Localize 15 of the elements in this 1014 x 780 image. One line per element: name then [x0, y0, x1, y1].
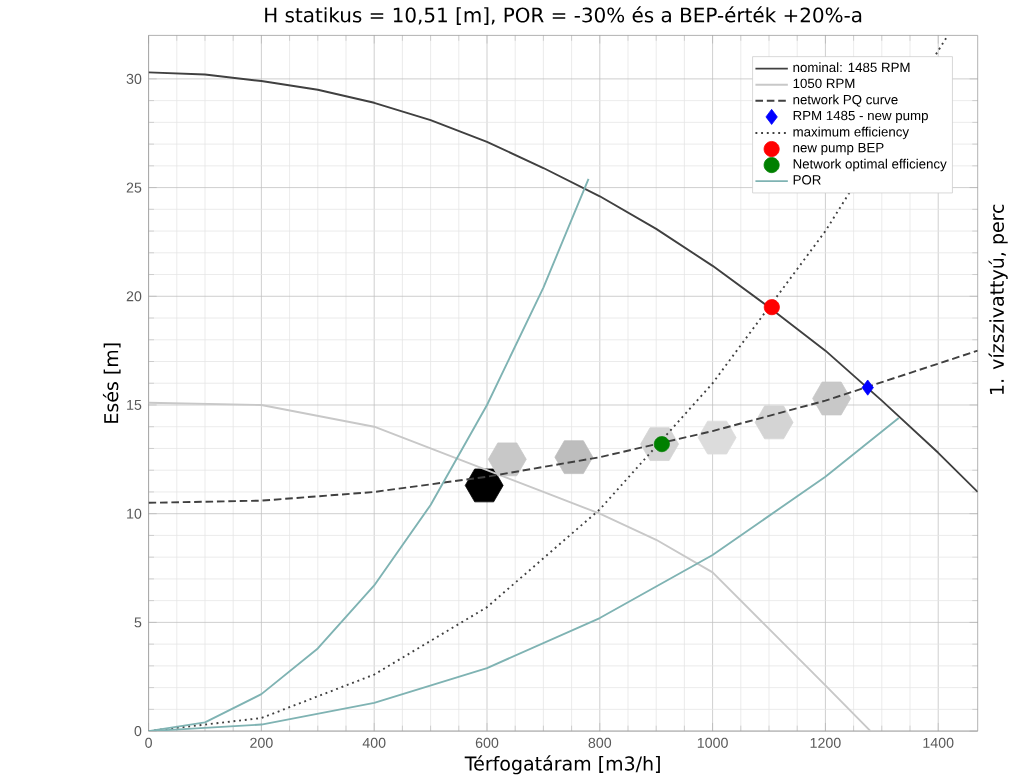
point [754, 405, 794, 439]
point [487, 442, 527, 476]
point [464, 468, 504, 502]
point [812, 381, 851, 415]
point [861, 379, 874, 396]
point [763, 298, 780, 315]
x-axis-title: Térfogatáram [m3/h] [464, 754, 660, 775]
line-series [148, 349, 978, 504]
point [653, 435, 670, 452]
chart-title: H statikus = 10,51 [m], POR = -30% és a BEP-érték +20%-a [265, 5, 862, 25]
point [697, 420, 737, 455]
y-axis-title: Esés [m] [102, 343, 121, 423]
point [554, 440, 594, 474]
line-series [148, 71, 978, 493]
y2-axis-title: 1. vízszivattyú, perc [988, 204, 1008, 394]
